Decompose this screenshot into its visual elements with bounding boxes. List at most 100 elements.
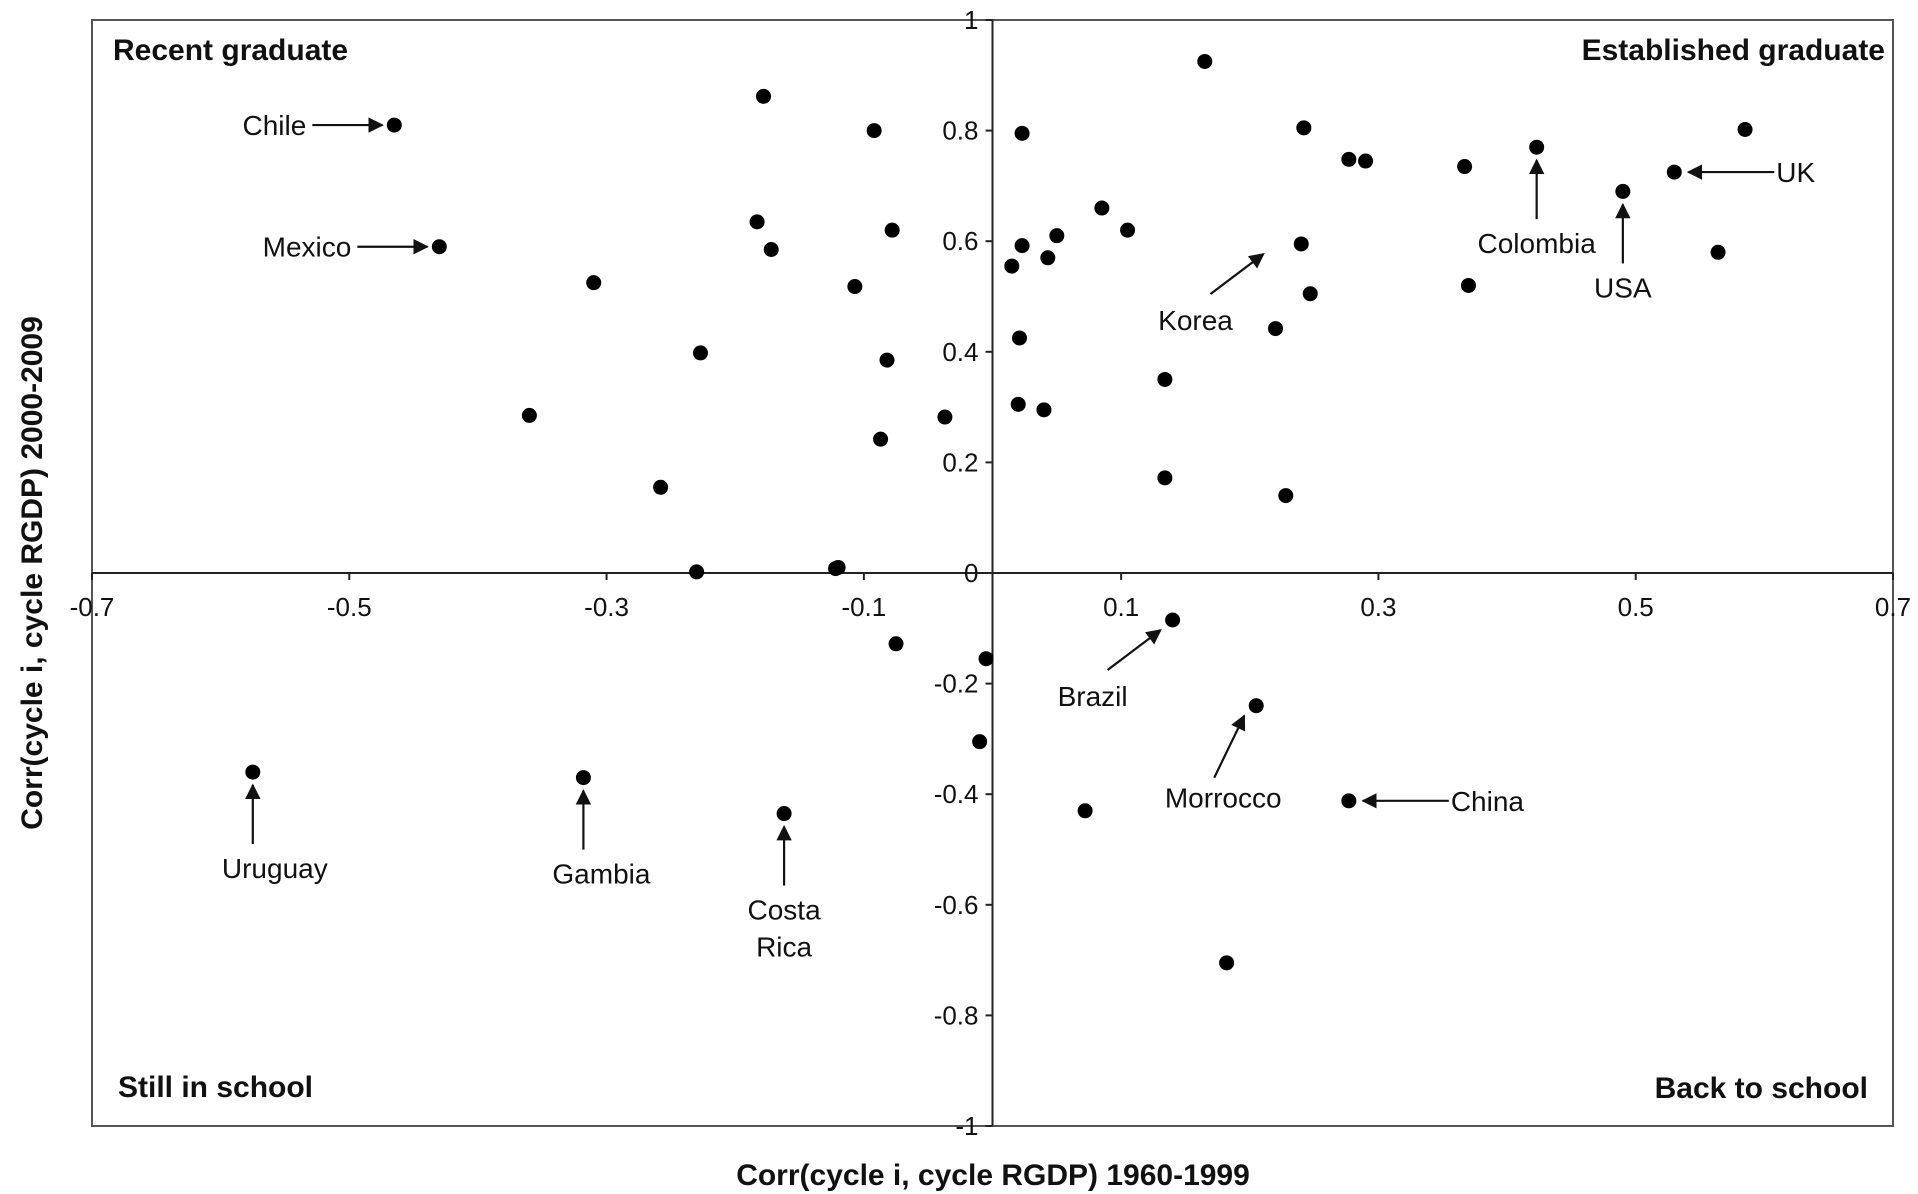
quadrant-label-recent-graduate: Recent graduate [113, 34, 348, 67]
annotation-label: Uruguay [222, 853, 328, 884]
data-point [1529, 139, 1545, 155]
y-axis-title: Corr(cycle i, cycle RGDP) 2000-2009 [16, 316, 49, 830]
x-tick-label: -0.5 [327, 592, 372, 622]
annotation-label: Morrocco [1165, 783, 1282, 814]
y-tick-label: 0 [964, 558, 978, 588]
data-point [575, 770, 591, 786]
data-point [1219, 955, 1235, 971]
data-point [1666, 164, 1682, 180]
y-axis-ticks: 1 0.8 0.6 0.4 0.2 0 -0.2 -0.4 -0.6 -0.8 -1 [934, 5, 993, 1141]
data-point [830, 559, 846, 575]
x-tick-label: -0.7 [70, 592, 115, 622]
data-point [847, 279, 863, 295]
data-point [692, 345, 708, 361]
y-tick-label: -0.2 [934, 669, 979, 699]
annotation-label: Costa [748, 895, 822, 926]
data-point [1040, 250, 1056, 266]
data-point [1036, 402, 1052, 418]
data-point [1157, 470, 1173, 486]
x-tick-label: -0.3 [584, 592, 629, 622]
data-point [521, 407, 537, 423]
data-point [978, 651, 994, 667]
annotation-label: Colombia [1478, 228, 1597, 259]
data-point [884, 222, 900, 238]
data-point [1120, 222, 1136, 238]
data-point [1165, 612, 1181, 628]
data-point [1296, 120, 1312, 136]
annotation-arrow [1106, 629, 1162, 671]
x-tick-label: 0.1 [1103, 592, 1139, 622]
data-point [749, 214, 765, 230]
data-point [245, 764, 261, 780]
annotation-label: Korea [1158, 305, 1233, 336]
y-tick-label: 0.8 [942, 116, 978, 146]
x-axis-title: Corr(cycle i, cycle RGDP) 1960-1999 [736, 1159, 1250, 1192]
annotation-arrow [1209, 253, 1265, 295]
data-point [888, 636, 904, 652]
annotations: Chile Mexico UK Colombia USA Korea Brazil Morro… [222, 110, 1816, 962]
data-point [1341, 793, 1357, 809]
annotation-label: Gambia [552, 859, 650, 890]
data-point [1302, 286, 1318, 302]
data-point [1615, 183, 1631, 199]
annotation-label: Brazil [1058, 681, 1128, 712]
data-point [972, 734, 988, 750]
data-point [1358, 153, 1374, 169]
x-tick-label: -0.1 [841, 592, 886, 622]
data-point [1077, 803, 1093, 819]
data-point [1268, 321, 1284, 337]
annotation-label: Mexico [263, 232, 352, 263]
y-tick-label: -0.8 [934, 1000, 979, 1030]
data-point [1014, 238, 1030, 254]
data-point [1049, 228, 1065, 244]
data-point [1157, 371, 1173, 387]
data-point [879, 352, 895, 368]
annotation-label: Rica [756, 932, 812, 963]
data-point [937, 409, 953, 425]
annotation-label: China [1451, 786, 1525, 817]
y-tick-label: 0.6 [942, 226, 978, 256]
data-point [1710, 244, 1726, 260]
quadrant-label-established-graduate: Established graduate [1582, 34, 1885, 67]
data-point [431, 239, 447, 255]
y-tick-label: 0.4 [942, 337, 978, 367]
data-point [586, 275, 602, 291]
data-point [653, 479, 669, 495]
y-tick-label: 0.2 [942, 447, 978, 477]
annotation-label: USA [1594, 272, 1652, 303]
data-point [1010, 396, 1026, 412]
annotation-label: UK [1776, 157, 1815, 188]
x-axis-ticks: -0.7 -0.5 -0.3 -0.1 0.1 0.3 0.5 0.7 [70, 573, 1911, 622]
quadrant-label-still-in-school: Still in school [118, 1071, 313, 1104]
data-point [1341, 151, 1357, 167]
data-point [1004, 258, 1020, 274]
data-point [1197, 53, 1213, 69]
quadrant-label-back-to-school: Back to school [1655, 1072, 1868, 1105]
data-point [1737, 121, 1753, 137]
x-tick-label: 0.5 [1618, 592, 1654, 622]
data-point [1278, 488, 1294, 504]
y-tick-label: -0.6 [934, 890, 979, 920]
y-tick-label: -1 [955, 1111, 978, 1141]
data-point [1460, 277, 1476, 293]
y-tick-label: -0.4 [934, 779, 979, 809]
data-point [1012, 330, 1028, 346]
data-points [245, 53, 1753, 971]
data-point [776, 806, 792, 822]
data-point [1094, 200, 1110, 216]
data-point [756, 88, 772, 104]
data-point [1248, 698, 1264, 714]
data-point [1457, 159, 1473, 175]
data-point [689, 564, 705, 580]
data-point [866, 123, 882, 139]
y-tick-label: 1 [964, 5, 978, 35]
annotation-label: Chile [242, 110, 306, 141]
data-point [763, 241, 779, 257]
data-point [1014, 125, 1030, 141]
data-point [386, 117, 402, 133]
data-point [873, 431, 889, 447]
data-point [1293, 236, 1309, 252]
x-tick-label: 0.7 [1875, 592, 1911, 622]
x-tick-label: 0.3 [1360, 592, 1396, 622]
